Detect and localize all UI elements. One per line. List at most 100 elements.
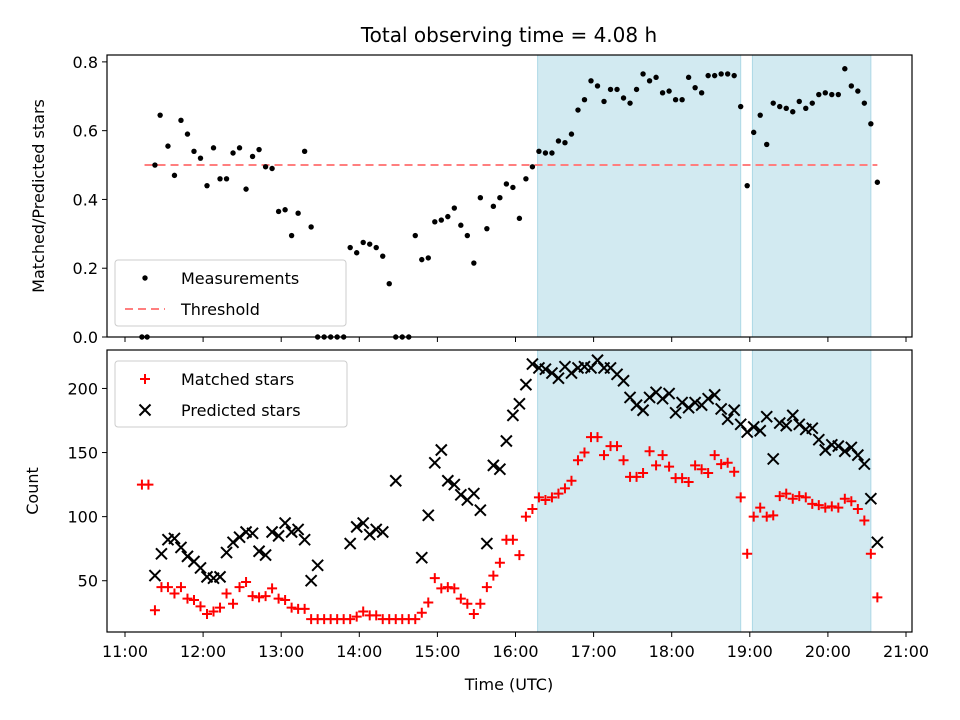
matched-star-point: [286, 602, 297, 613]
y-tick-label: 100: [67, 508, 98, 527]
measurement-point: [829, 91, 835, 98]
matched-star-point: [449, 583, 460, 594]
measurement-point: [679, 97, 685, 103]
predicted-star-point: [754, 424, 767, 437]
matched-star-point: [175, 582, 186, 593]
measurement-point: [419, 256, 425, 263]
matched-star-point: [846, 496, 857, 507]
measurement-point: [685, 74, 692, 81]
matched-star-point: [690, 460, 701, 471]
matched-star-point: [807, 498, 818, 509]
shaded-interval: [537, 54, 742, 338]
measurement-point: [614, 86, 620, 93]
predicted-star-point: [617, 374, 630, 387]
predicted-star-point: [714, 402, 728, 416]
measurement-point: [751, 129, 757, 136]
x-tick-label: 16:00: [492, 642, 538, 661]
predicted-star-point: [506, 409, 520, 422]
matched-star-point: [599, 450, 610, 461]
matched-star-point: [345, 614, 356, 625]
predicted-star-point: [727, 404, 741, 417]
measurement-point: [796, 98, 802, 105]
measurement-point: [165, 143, 171, 149]
measurement-point: [367, 241, 373, 247]
measurement-point: [803, 105, 809, 112]
predicted-star-point: [448, 478, 461, 491]
measurement-point: [855, 88, 861, 94]
measurement-point: [308, 224, 314, 230]
measurement-point: [672, 97, 679, 103]
matched-star-point: [865, 548, 876, 559]
predicted-star-point: [493, 463, 507, 476]
measurement-point: [783, 105, 789, 112]
predicted-star-point: [298, 533, 311, 546]
matched-star-point: [520, 511, 531, 522]
predicted-star-point: [370, 523, 383, 536]
predicted-star-point: [669, 406, 682, 420]
predicted-star-point: [415, 551, 428, 564]
x-tick-label: 18:00: [649, 642, 695, 661]
measurement-point: [380, 253, 386, 259]
matched-star-point: [833, 502, 844, 513]
matched-star-point: [651, 460, 662, 471]
measurement-point: [152, 162, 158, 168]
x-tick-label: 12:00: [180, 642, 226, 661]
measurement-point: [705, 72, 711, 79]
measurement-point: [471, 260, 477, 266]
matched-star-point: [820, 502, 831, 513]
predicted-star-point: [467, 487, 481, 500]
top-plot-marks: [139, 66, 881, 340]
measurement-point: [516, 215, 523, 222]
predicted-star-point: [148, 569, 162, 582]
y-tick-label: 0.4: [73, 190, 98, 209]
measurement-point: [282, 207, 288, 213]
measurement-point: [777, 103, 783, 110]
measurement-point: [288, 232, 295, 239]
measurement-point: [353, 250, 360, 256]
matched-star-point: [722, 457, 733, 468]
measurement-point: [562, 139, 568, 146]
measurement-point: [724, 71, 731, 77]
measurement-point: [588, 78, 594, 84]
measurement-point: [210, 145, 217, 151]
matched-star-point: [202, 609, 213, 620]
measurement-point: [646, 78, 653, 84]
matched-star-point: [494, 557, 505, 568]
measurement-point: [490, 203, 497, 210]
matched-star-point: [677, 473, 688, 484]
measurement-point: [217, 176, 223, 182]
measurement-point: [861, 100, 868, 106]
predicted-star-point: [780, 419, 793, 432]
predicted-star-point: [858, 457, 871, 471]
measurement-point: [464, 232, 471, 239]
measurement-point: [764, 141, 770, 148]
legend-marker-predicted: [138, 403, 152, 417]
measurement-point: [477, 195, 484, 201]
matched-star-point: [358, 606, 369, 617]
predicted-star-point: [838, 445, 852, 458]
bottom-legend: Matched stars Predicted stars: [114, 360, 348, 428]
x-tick-label: 14:00: [336, 642, 382, 661]
measurement-point: [536, 148, 542, 154]
measurement-point: [373, 244, 379, 251]
predicted-star-point: [435, 443, 448, 457]
y-tick-label: 0.0: [73, 328, 98, 347]
x-axis-label: Time (UTC): [464, 675, 553, 694]
matched-star-point: [546, 492, 557, 503]
matched-star-point: [143, 479, 154, 490]
top-shaded-intervals: [537, 54, 872, 338]
shaded-interval: [751, 349, 872, 633]
x-tick-label: 21:00: [883, 642, 929, 661]
x-tick-label: 13:00: [258, 642, 304, 661]
matched-star-point: [794, 491, 805, 502]
measurement-point: [191, 148, 197, 154]
predicted-star-point: [311, 559, 324, 572]
measurement-point: [718, 71, 724, 77]
predicted-star-point: [422, 509, 435, 522]
predicted-star-point: [272, 529, 285, 543]
predicted-star-point: [428, 456, 442, 470]
predicted-star-point: [767, 452, 780, 466]
matched-star-point: [149, 605, 160, 616]
legend-label: Predicted stars: [181, 401, 301, 420]
